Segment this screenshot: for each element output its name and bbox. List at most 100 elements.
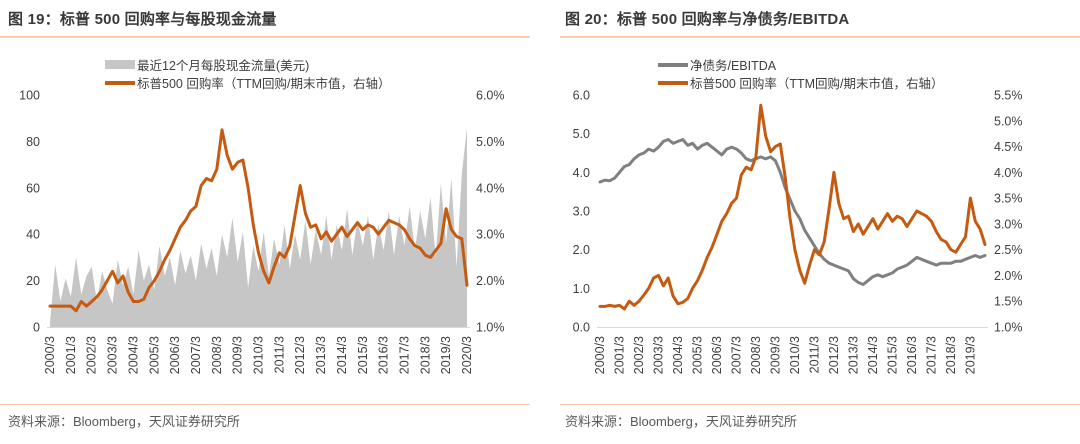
right-axis-tick: 1.5% <box>994 295 1023 309</box>
x-axis-tick: 2012/3 <box>293 336 307 374</box>
x-axis-tick: 2019/3 <box>439 336 453 374</box>
x-axis-tick: 2007/3 <box>189 336 203 374</box>
x-axis-tick: 2013/3 <box>314 336 328 374</box>
x-axis-tick: 2008/3 <box>210 336 224 374</box>
x-axis-tick: 2001/3 <box>613 336 627 374</box>
x-axis-tick: 2000/3 <box>43 336 57 374</box>
left-axis-tick: 40 <box>26 228 40 242</box>
x-axis-tick: 2010/3 <box>788 336 802 374</box>
x-axis-tick: 2003/3 <box>652 336 666 374</box>
x-axis-tick: 2014/3 <box>866 336 880 374</box>
right-axis-tick: 2.0% <box>476 274 505 288</box>
fig19-source-note: 资料来源：Bloomberg，天风证券研究所 <box>8 414 240 429</box>
fig19-chart-canvas: 0 20 40 60 80 100 1.0% 2.0% 3.0% 4.0% 5.0% 6.0% 2000… <box>19 89 505 375</box>
fig20-source-note: 资料来源：Bloomberg，天风证券研究所 <box>565 414 797 429</box>
left-axis-tick: 4.0 <box>573 166 590 180</box>
x-axis-tick: 2009/3 <box>768 336 782 374</box>
right-axis-tick: 3.0% <box>994 217 1023 231</box>
x-axis-tick: 2016/3 <box>377 336 391 374</box>
title-divider <box>0 36 530 38</box>
right-axis-labels: 1.0% 1.5% 2.0% 2.5% 3.0% 3.5% 4.0% 4.5% 5.0% 5.5% <box>994 89 1023 335</box>
left-axis-tick: 60 <box>26 181 40 195</box>
x-axis-tick: 2002/3 <box>632 336 646 374</box>
left-axis-tick: 80 <box>26 135 40 149</box>
right-axis-tick: 1.0% <box>994 321 1023 335</box>
x-axis-tick: 2012/3 <box>827 336 841 374</box>
legend-swatch-buyback-line <box>658 80 688 85</box>
line-series <box>598 138 987 286</box>
x-axis-tick: 2019/3 <box>963 336 977 374</box>
x-axis-tick: 2014/3 <box>335 336 349 374</box>
right-axis-tick: 3.0% <box>476 228 505 242</box>
x-axis-labels: 2000/3 2001/3 2002/3 2003/3 2004/3 2005/3 2006… <box>593 336 977 374</box>
legend-swatch-netdebt-line <box>658 62 688 67</box>
right-axis-tick: 6.0% <box>476 89 505 103</box>
left-axis-tick: 0 <box>33 321 40 335</box>
x-axis-tick: 2015/3 <box>885 336 899 374</box>
right-axis-tick: 4.0% <box>994 166 1023 180</box>
line-series <box>48 128 469 313</box>
x-axis-tick: 2006/3 <box>710 336 724 374</box>
title-divider <box>560 36 1080 38</box>
x-axis-tick: 2005/3 <box>147 336 161 374</box>
right-axis-tick: 3.5% <box>994 192 1023 206</box>
fig20-legend: 净债务/EBITDA 标普500 回购率（TTM回购/期末市值，右轴） <box>658 56 944 91</box>
left-axis-tick: 20 <box>26 274 40 288</box>
right-axis-tick: 2.5% <box>994 243 1023 257</box>
figure-20-panel: 图 20：标普 500 回购率与净债务/EBITDA 净债务/EBITDA 标普… <box>540 0 1080 444</box>
source-divider <box>560 404 1080 405</box>
legend-item-buyback: 标普500 回购率（TTM回购/期末市值，右轴） <box>658 74 944 91</box>
left-axis-tick: 6.0 <box>573 89 590 103</box>
figure-19-title: 图 19：标普 500 回购率与每股现金流量 <box>8 11 277 28</box>
legend-label-buyback: 标普500 回购率（TTM回购/期末市值，右轴） <box>137 77 391 91</box>
x-axis-tick: 2017/3 <box>397 336 411 374</box>
fig19-legend: 最近12个月每股现金流量(美元) 标普500 回购率（TTM回购/期末市值，右轴… <box>105 56 391 91</box>
x-axis-tick: 2002/3 <box>85 336 99 374</box>
right-axis-tick: 5.0% <box>994 114 1023 128</box>
x-axis-tick: 2008/3 <box>749 336 763 374</box>
right-axis-tick: 1.0% <box>476 321 505 335</box>
left-axis-tick: 0.0 <box>573 321 590 335</box>
legend-item-cashflow: 最近12个月每股现金流量(美元) <box>105 56 391 73</box>
right-axis-tick: 2.0% <box>994 269 1023 283</box>
x-axis-tick: 2000/3 <box>593 336 607 374</box>
x-axis-tick: 2011/3 <box>272 336 286 373</box>
figure-19-panel: 图 19：标普 500 回购率与每股现金流量 最近12个月每股现金流量(美元) … <box>0 11 530 429</box>
x-axis-tick: 2016/3 <box>905 336 919 374</box>
x-axis-labels: 2000/3 2001/3 2002/3 2003/3 2004/3 2005/3 2006… <box>43 336 474 374</box>
x-axis-tick: 2015/3 <box>356 336 370 374</box>
x-axis-tick: 2001/3 <box>64 336 78 374</box>
left-axis-tick: 5.0 <box>573 127 590 141</box>
x-axis-tick: 2011/3 <box>807 336 821 373</box>
figure-20-title: 图 20：标普 500 回购率与净债务/EBITDA <box>565 11 850 28</box>
x-axis-tick: 2020/3 <box>460 336 474 374</box>
right-axis-tick: 5.5% <box>994 89 1023 103</box>
x-axis-tick: 2018/3 <box>418 336 432 374</box>
x-axis-tick: 2009/3 <box>231 336 245 374</box>
x-axis-tick: 2010/3 <box>252 336 266 374</box>
left-axis-labels: 0.0 1.0 2.0 3.0 4.0 5.0 6.0 <box>573 89 590 335</box>
left-axis-tick: 2.0 <box>573 243 590 257</box>
x-axis-tick: 2004/3 <box>126 336 140 374</box>
legend-swatch-area <box>105 60 135 69</box>
left-axis-labels: 0 20 40 60 80 100 <box>19 89 40 335</box>
line-series <box>598 103 987 311</box>
x-axis-tick: 2007/3 <box>730 336 744 374</box>
legend-item-netdebt: 净债务/EBITDA <box>658 56 944 73</box>
x-axis-tick: 2006/3 <box>168 336 182 374</box>
fig20-chart-canvas: 0.0 1.0 2.0 3.0 4.0 5.0 6.0 1.0% 1.5% 2.0% 2.5% 3.0… <box>573 89 1023 375</box>
right-axis-tick: 4.0% <box>476 181 505 195</box>
right-axis-labels: 1.0% 2.0% 3.0% 4.0% 5.0% 6.0% <box>476 89 505 335</box>
right-axis-tick: 5.0% <box>476 135 505 149</box>
x-axis-tick: 2018/3 <box>944 336 958 374</box>
source-divider <box>0 404 530 405</box>
left-axis-tick: 3.0 <box>573 205 590 219</box>
area-series-cashflow <box>50 127 467 327</box>
legend-label-buyback: 标普500 回购率（TTM回购/期末市值，右轴） <box>690 77 944 91</box>
left-axis-tick: 1.0 <box>573 282 590 296</box>
legend-item-buyback: 标普500 回购率（TTM回购/期末市值，右轴） <box>105 74 391 91</box>
x-axis-tick: 2017/3 <box>924 336 938 374</box>
x-axis-tick: 2004/3 <box>671 336 685 374</box>
legend-label-netdebt: 净债务/EBITDA <box>690 59 777 73</box>
